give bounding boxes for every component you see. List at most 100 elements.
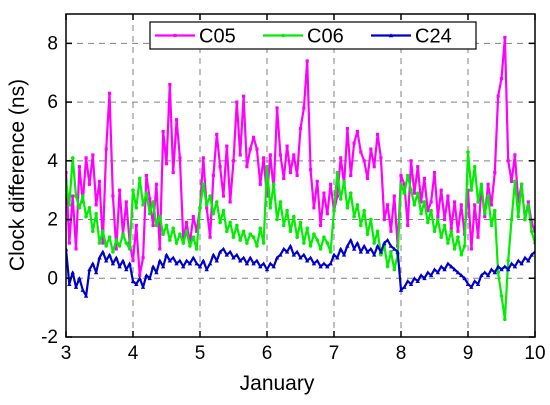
- data-point-c05: [191, 215, 195, 219]
- data-point-c06: [87, 206, 92, 210]
- data-point-c24: [204, 267, 209, 272]
- data-point-c24: [238, 258, 243, 263]
- data-point-c05: [77, 165, 81, 169]
- data-point-c06: [472, 164, 477, 169]
- data-point-c06: [315, 238, 320, 242]
- data-point-c24: [331, 252, 337, 257]
- data-point-c24: [375, 243, 380, 248]
- data-point-c05: [312, 206, 316, 210]
- data-point-c05: [228, 200, 232, 204]
- data-point-c05: [409, 159, 413, 163]
- data-point-c05: [516, 200, 520, 204]
- data-point-c06: [345, 206, 350, 210]
- data-point-c06: [191, 235, 196, 239]
- data-point-c05: [345, 126, 349, 131]
- data-point-c24: [291, 252, 296, 257]
- data-point-c05: [94, 203, 98, 207]
- data-point-c06: [281, 223, 286, 228]
- data-point-c06: [432, 229, 437, 234]
- data-point-c24: [472, 279, 477, 284]
- y-tick-label: 6: [47, 92, 58, 113]
- data-point-c05: [449, 226, 453, 230]
- data-point-c06: [151, 200, 155, 204]
- data-point-c05: [104, 147, 108, 151]
- x-tick-label: 10: [524, 343, 545, 364]
- data-point-c06: [519, 182, 524, 187]
- data-point-c24: [214, 258, 219, 263]
- data-point-c06: [392, 267, 397, 272]
- data-point-c05: [268, 153, 272, 157]
- data-point-c24: [522, 255, 528, 260]
- data-point-c24: [268, 261, 273, 266]
- data-point-c06: [201, 182, 206, 187]
- data-point-c24: [117, 264, 122, 269]
- data-point-c05: [252, 135, 256, 139]
- data-point-c06: [449, 229, 454, 234]
- data-point-c06: [181, 241, 186, 245]
- data-point-c06: [80, 194, 85, 198]
- data-point-c06: [251, 235, 256, 239]
- data-point-c06: [261, 241, 266, 245]
- data-point-c24: [485, 273, 491, 278]
- data-point-c05: [339, 156, 343, 160]
- data-point-c24: [258, 264, 263, 269]
- data-point-c05: [359, 150, 363, 154]
- data-point-c05: [399, 173, 403, 178]
- data-point-c24: [194, 261, 199, 266]
- data-point-c06: [285, 208, 289, 213]
- data-point-c24: [318, 264, 323, 269]
- data-point-c06: [302, 241, 306, 245]
- data-point-c05: [319, 223, 323, 228]
- data-point-c05: [262, 156, 266, 160]
- data-point-c05: [302, 106, 306, 110]
- data-point-c05: [483, 215, 487, 219]
- data-point-c06: [359, 223, 363, 228]
- data-point-c05: [168, 82, 172, 87]
- data-point-c06: [298, 220, 303, 225]
- data-point-c05: [285, 144, 289, 148]
- data-point-c24: [77, 276, 82, 281]
- data-point-c06: [278, 200, 283, 204]
- data-point-c24: [137, 276, 142, 281]
- data-point-c05: [124, 200, 128, 204]
- data-point-c24: [315, 258, 320, 263]
- data-point-c05: [382, 217, 386, 222]
- data-point-c24: [378, 249, 384, 254]
- data-point-c06: [526, 203, 531, 207]
- data-point-c24: [83, 293, 89, 298]
- data-point-c24: [308, 255, 313, 260]
- data-point-c24: [412, 276, 417, 281]
- data-point-c06: [117, 244, 122, 248]
- data-point-c24: [529, 252, 534, 257]
- data-point-c24: [224, 252, 229, 257]
- data-point-c06: [482, 211, 487, 216]
- data-point-c24: [338, 246, 343, 251]
- data-point-c05: [174, 118, 179, 122]
- data-point-c24: [70, 270, 75, 275]
- data-point-c05: [211, 173, 215, 178]
- data-point-c05: [402, 182, 406, 186]
- data-point-c06: [328, 250, 333, 254]
- data-point-c06: [228, 220, 232, 225]
- data-point-c05: [141, 256, 145, 260]
- data-point-c24: [301, 252, 307, 257]
- data-point-c24: [298, 255, 303, 260]
- data-point-c24: [248, 255, 253, 260]
- data-point-c05: [238, 153, 242, 157]
- data-point-c06: [258, 226, 263, 231]
- data-point-c06: [439, 235, 444, 239]
- data-point-c06: [399, 182, 403, 187]
- data-point-c24: [405, 279, 410, 284]
- x-tick-label: 3: [61, 343, 72, 364]
- data-point-c05: [265, 194, 269, 198]
- data-point-c06: [158, 214, 162, 219]
- data-point-c06: [509, 217, 514, 222]
- data-point-c05: [201, 156, 205, 160]
- data-point-c06: [446, 241, 450, 245]
- data-point-c24: [428, 273, 434, 278]
- data-point-c05: [101, 241, 105, 245]
- legend-label-c05: C05: [199, 26, 236, 48]
- data-point-c06: [255, 244, 259, 248]
- data-point-c05: [453, 200, 457, 204]
